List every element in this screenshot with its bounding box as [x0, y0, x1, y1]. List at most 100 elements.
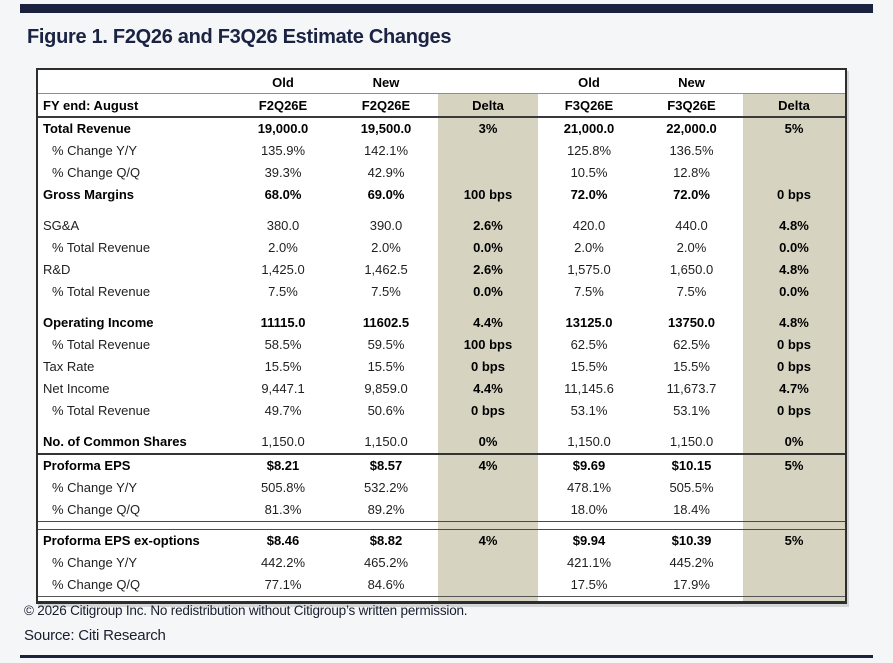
cell-value: 440.0 [675, 218, 708, 233]
cell-value: 11602.5 [362, 315, 410, 330]
cell-value: $8.46 [266, 533, 300, 548]
separator-cell [334, 303, 438, 312]
source-line: Source: Citi Research [24, 627, 166, 644]
cell-value: 0 bps [743, 334, 845, 356]
table-row: % Change Q/Q 39.3% 42.9% 10.5% 12.8% [38, 162, 845, 184]
row-label: % Change Y/Y [52, 555, 138, 570]
separator-cell [38, 522, 232, 529]
section-separator [38, 596, 845, 601]
cell-value: 2.6% [438, 215, 538, 237]
cell-value: 100 bps [438, 184, 538, 206]
table-row: Gross Margins 68.0% 69.0% 100 bps 72.0% 72.0%… [38, 184, 845, 206]
cell-value: 445.2% [669, 555, 714, 570]
cell-value [438, 552, 538, 574]
cell-value [438, 477, 538, 499]
cell-value: 532.2% [363, 480, 409, 495]
cell-value: 4% [438, 530, 538, 552]
table-body: Total Revenue 19,000.0 19,500.0 3% 21,000.0 2… [38, 118, 845, 601]
top-accent-bar [20, 4, 873, 13]
table-row: No. of Common Shares 1,150.0 1,150.0 0% 1,15… [38, 431, 845, 453]
col-header-old-f2q26e: F2Q26E [258, 98, 308, 113]
table-row: % Total Revenue 7.5% 7.5% 0.0% 7.5% 7.5% 0.0% [38, 281, 845, 303]
cell-value: 0% [438, 431, 538, 453]
cell-value: 15.5% [367, 359, 405, 374]
cell-value [743, 477, 845, 499]
separator-cell [640, 522, 743, 529]
separator-cell [232, 303, 334, 312]
table-column-header-row: FY end: August F2Q26E F2Q26E Delta F3Q26… [38, 94, 845, 118]
cell-value [438, 499, 538, 521]
separator-cell [743, 206, 845, 215]
table-row: Tax Rate 15.5% 15.5% 0 bps 15.5% 15.5% 0 bps [38, 356, 845, 378]
cell-value: 1,150.0 [261, 434, 305, 449]
bottom-accent-bar [20, 655, 873, 658]
separator-cell [38, 206, 232, 215]
cell-value: 0 bps [743, 356, 845, 378]
cell-value: 62.5% [570, 337, 608, 352]
cell-value: 505.5% [669, 480, 714, 495]
cell-value [438, 574, 538, 596]
cell-value [743, 552, 845, 574]
group-header-spacer [38, 70, 232, 93]
section-separator [38, 303, 845, 312]
cell-value: 7.5% [676, 284, 707, 299]
cell-value: 10.5% [570, 165, 608, 180]
cell-value: $8.82 [369, 533, 403, 548]
cell-value [438, 162, 538, 184]
separator-cell [640, 597, 743, 601]
table-row: Total Revenue 19,000.0 19,500.0 3% 21,000.0 2… [38, 118, 845, 140]
cell-value: 22,000.0 [666, 121, 717, 136]
separator-cell [438, 422, 538, 431]
table-row: % Change Q/Q 77.1% 84.6% 17.5% 17.9% [38, 574, 845, 596]
cell-value [743, 140, 845, 162]
cell-value: 77.1% [264, 577, 302, 592]
cell-value: 135.9% [260, 143, 306, 158]
cell-value: 18.4% [673, 502, 710, 517]
row-label: % Change Q/Q [52, 577, 141, 592]
cell-value: 421.1% [566, 555, 612, 570]
cell-value: 62.5% [673, 337, 710, 352]
table-group-header-row: Old New Old New [38, 70, 845, 94]
cell-value: 5% [743, 530, 845, 552]
row-label: % Total Revenue [52, 284, 151, 299]
separator-cell [538, 422, 640, 431]
cell-value: 72.0% [673, 187, 710, 202]
group-header-spacer [438, 70, 538, 93]
separator-cell [438, 522, 538, 529]
cell-value: 4.4% [438, 378, 538, 400]
table-row: % Total Revenue 49.7% 50.6% 0 bps 53.1% 53.1%… [38, 400, 845, 422]
row-label: % Total Revenue [52, 337, 151, 352]
separator-cell [538, 303, 640, 312]
cell-value: 1,150.0 [669, 434, 714, 449]
separator-cell [640, 422, 743, 431]
cell-value: 1,650.0 [669, 262, 714, 277]
table-row: Operating Income 11115.0 11602.5 4.4% 13125.… [38, 312, 845, 334]
separator-cell [38, 422, 232, 431]
cell-value: 18.0% [570, 502, 608, 517]
cell-value: 21,000.0 [563, 121, 615, 136]
row-label: % Total Revenue [52, 240, 151, 255]
table-row: % Change Y/Y 135.9% 142.1% 125.8% 136.5% [38, 140, 845, 162]
cell-value: 81.3% [264, 502, 302, 517]
cell-value: 84.6% [367, 577, 405, 592]
cell-value: 380.0 [266, 218, 300, 233]
row-label: Total Revenue [43, 121, 131, 136]
copyright-notice: © 2026 Citigroup Inc. No redistribution … [24, 603, 468, 618]
cell-value [743, 499, 845, 521]
cell-value: 13125.0 [565, 315, 613, 330]
separator-cell [38, 597, 232, 601]
cell-value: 12.8% [673, 165, 710, 180]
row-label: Proforma EPS [43, 458, 131, 473]
table-row: % Total Revenue 58.5% 59.5% 100 bps 62.5% 62.… [38, 334, 845, 356]
cell-value: 142.1% [363, 143, 409, 158]
cell-value: 2.6% [438, 259, 538, 281]
row-label: % Change Q/Q [52, 165, 141, 180]
row-label: No. of Common Shares [43, 434, 187, 449]
separator-cell [538, 206, 640, 215]
cell-value: 69.0% [367, 187, 405, 202]
row-label: % Total Revenue [52, 403, 151, 418]
separator-cell [232, 522, 334, 529]
cell-value: 505.8% [260, 480, 306, 495]
group-header-old-f3q: Old [578, 75, 600, 90]
separator-cell [438, 206, 538, 215]
